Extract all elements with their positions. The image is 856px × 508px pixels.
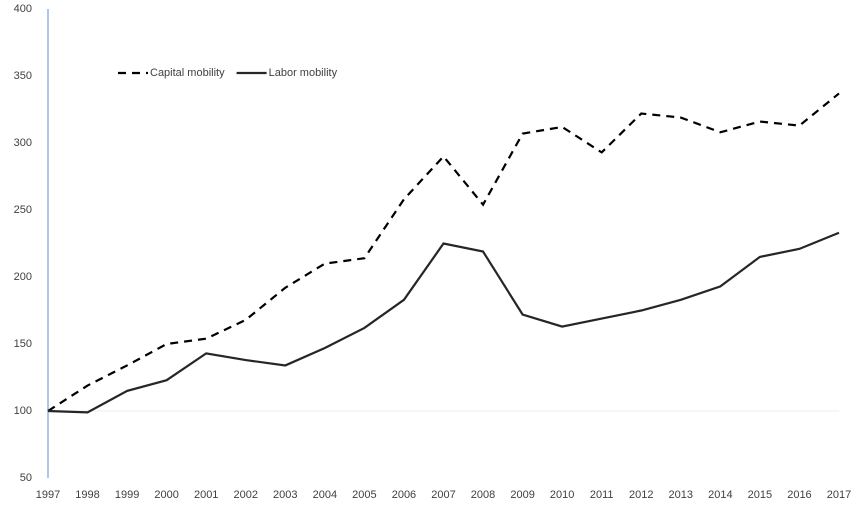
x-tick-label: 2007 — [431, 489, 455, 501]
x-tick-label: 2000 — [154, 489, 178, 501]
x-tick-label: 2009 — [510, 489, 534, 501]
y-tick-label: 200 — [14, 271, 32, 283]
x-tick-label: 2010 — [550, 489, 574, 501]
x-tick-label: 2013 — [669, 489, 693, 501]
x-tick-label: 2003 — [273, 489, 297, 501]
x-tick-label: 2011 — [590, 489, 614, 501]
x-tick-label: 2005 — [352, 489, 376, 501]
x-tick-label: 2012 — [629, 489, 653, 501]
y-tick-label: 100 — [14, 405, 32, 417]
x-tick-label: 2004 — [313, 489, 337, 501]
x-tick-label: 2001 — [194, 489, 218, 501]
x-tick-label: 1999 — [115, 489, 139, 501]
x-tick-label: 1998 — [75, 489, 99, 501]
x-tick-label: 2008 — [471, 489, 495, 501]
x-tick-label: 2016 — [787, 489, 811, 501]
y-tick-label: 250 — [14, 204, 32, 216]
x-tick-label: 2017 — [827, 489, 851, 501]
y-tick-label: 400 — [14, 3, 32, 15]
x-tick-label: 2002 — [234, 489, 258, 501]
line-series — [47, 92, 840, 412]
legend-label: Labor mobility — [269, 67, 338, 79]
line-series — [47, 231, 840, 414]
x-tick-label: 2015 — [748, 489, 772, 501]
x-tick-label: 2014 — [708, 489, 732, 501]
x-tick-label: 1997 — [36, 489, 60, 501]
y-tick-label: 150 — [14, 338, 32, 350]
legend-label: Capital mobility — [150, 67, 225, 79]
x-tick-label: 2006 — [392, 489, 416, 501]
y-tick-label: 50 — [20, 472, 32, 484]
y-tick-label: 300 — [14, 137, 32, 149]
y-tick-label: 350 — [14, 70, 32, 82]
